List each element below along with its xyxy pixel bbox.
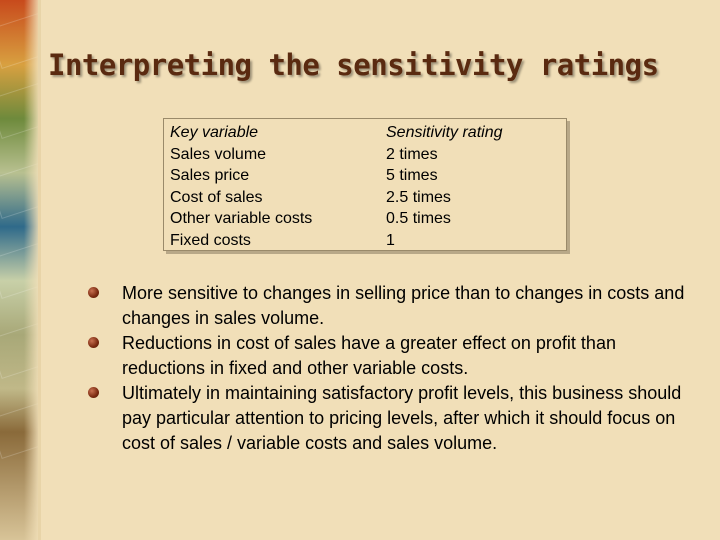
table-cell-variable: Sales volume bbox=[170, 145, 267, 163]
bullet-text: More sensitive to changes in selling pri… bbox=[122, 283, 685, 328]
table-cell-variable: Cost of sales bbox=[170, 188, 263, 206]
round-bullet-icon bbox=[88, 287, 99, 298]
key-variable-header: Key variable bbox=[170, 124, 259, 141]
list-item: Ultimately in maintaining satisfactory p… bbox=[88, 381, 688, 456]
table-cell-rating: 1 bbox=[386, 231, 395, 249]
table-cell-rating: 2 times bbox=[386, 145, 438, 163]
banknotes-decoration bbox=[0, 0, 38, 540]
sensitivity-rating-column: Sensitivity rating 2 times 5 times 2.5 t… bbox=[386, 122, 503, 252]
table-cell-variable: Fixed costs bbox=[170, 231, 251, 249]
slide-title: Interpreting the sensitivity ratings bbox=[48, 48, 659, 82]
bullet-list: More sensitive to changes in selling pri… bbox=[88, 281, 688, 456]
round-bullet-icon bbox=[88, 337, 99, 348]
bullet-text: Ultimately in maintaining satisfactory p… bbox=[122, 383, 682, 453]
table-cell-rating: 5 times bbox=[386, 167, 438, 185]
table-cell-variable: Other variable costs bbox=[170, 210, 313, 228]
edge-divider bbox=[38, 0, 41, 540]
bullet-text: Reductions in cost of sales have a great… bbox=[122, 333, 616, 378]
table-cell-variable: Sales price bbox=[170, 167, 250, 185]
table-cell-rating: 2.5 times bbox=[386, 188, 451, 206]
key-variable-column: Key variable Sales volume Sales price Co… bbox=[170, 122, 312, 252]
sensitivity-rating-header: Sensitivity rating bbox=[386, 124, 503, 141]
list-item: More sensitive to changes in selling pri… bbox=[88, 281, 688, 331]
table-cell-rating: 0.5 times bbox=[386, 210, 451, 228]
sensitivity-table: Key variable Sales volume Sales price Co… bbox=[163, 118, 567, 251]
list-item: Reductions in cost of sales have a great… bbox=[88, 331, 688, 381]
round-bullet-icon bbox=[88, 387, 99, 398]
